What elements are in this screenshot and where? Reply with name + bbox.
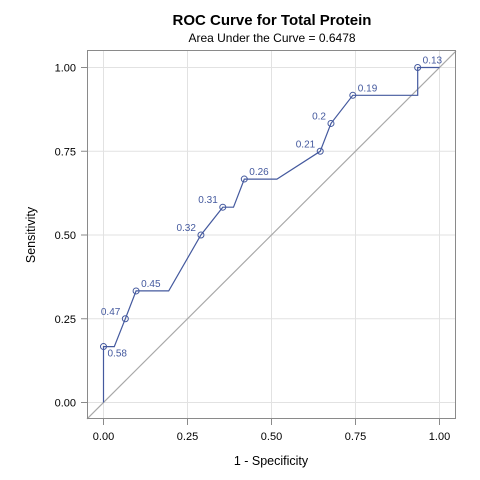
roc-point-marker <box>132 287 140 295</box>
roc-point-marker <box>414 64 422 71</box>
roc-point-marker <box>121 315 129 323</box>
point-label: 0.19 <box>358 83 378 94</box>
point-label: 0.58 <box>108 349 128 360</box>
plot-frame <box>87 50 456 419</box>
x-tick-label: 0.00 <box>93 431 114 443</box>
point-label: 0.31 <box>198 195 218 206</box>
roc-markers <box>100 64 422 351</box>
roc-point-marker <box>327 119 335 127</box>
chart-title: ROC Curve for Total Protein <box>173 12 372 29</box>
axis-ticks: 0.00 0.25 0.50 0.75 1.00 0.00 0.25 0.50 0.75 1.00 <box>55 63 451 444</box>
point-label: 0.47 <box>101 307 121 318</box>
roc-curve-line <box>102 66 440 403</box>
roc-point-marker <box>219 203 227 211</box>
y-tick-label: 0.00 <box>55 398 76 410</box>
y-tick-label: 1.00 <box>55 63 76 75</box>
roc-point-marker <box>316 147 324 155</box>
point-label: 0.13 <box>423 56 443 67</box>
roc-point-marker <box>197 231 205 239</box>
x-tick-label: 0.25 <box>177 431 198 443</box>
x-tick-label: 0.75 <box>345 431 366 443</box>
y-tick-label: 0.25 <box>55 314 76 326</box>
roc-point-marker <box>349 91 357 99</box>
point-label: 0.32 <box>176 223 196 234</box>
gridlines <box>87 50 456 419</box>
y-tick-label: 0.75 <box>55 146 76 158</box>
point-labels: 0.58 0.47 0.45 0.32 0.31 0.26 0.21 0.2 0.19 0.13 <box>101 56 443 360</box>
chart-subtitle: Area Under the Curve = 0.6478 <box>188 31 355 45</box>
point-label: 0.2 <box>312 111 326 122</box>
point-label: 0.26 <box>249 167 269 178</box>
reference-diagonal-line <box>86 50 457 420</box>
x-axis-label: 1 - Specificity <box>234 454 309 468</box>
x-tick-label: 1.00 <box>429 431 450 443</box>
roc-point-marker <box>240 175 248 183</box>
y-axis-label: Sensitivity <box>24 206 38 263</box>
point-label: 0.21 <box>296 139 316 150</box>
point-label: 0.45 <box>141 279 161 290</box>
roc-point-marker <box>100 343 107 351</box>
y-tick-label: 0.50 <box>55 230 76 242</box>
x-tick-label: 0.50 <box>261 431 282 443</box>
